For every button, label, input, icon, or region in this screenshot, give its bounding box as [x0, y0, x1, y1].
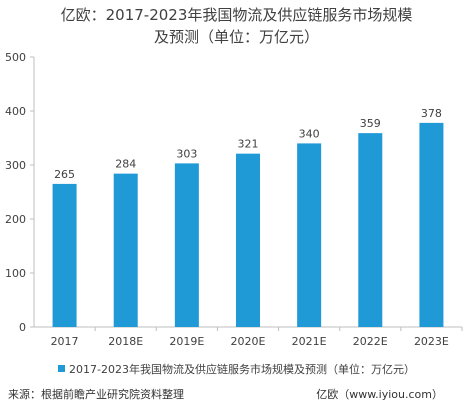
bar [236, 153, 260, 327]
footer: 来源：根据前瞻产业研究院资料整理 亿欧（www.iyiou.com） [0, 382, 473, 405]
data-label: 321 [238, 138, 259, 151]
source-note: 来源：根据前瞻产业研究院资料整理 [8, 388, 184, 401]
axes: 0 100 200 300 400 500 2017 2018E 2019E 2020E 2021E… [5, 51, 463, 348]
legend-swatch [58, 365, 66, 372]
x-tick-label: 2021E [292, 335, 327, 348]
chart-title-line2: 及预测（单位：万亿元） [153, 28, 319, 46]
chart-title-line1: 亿欧：2017-2023年我国物流及供应链服务市场规模 [60, 6, 413, 24]
x-tick-label: 2023E [414, 335, 449, 348]
site-credit: 亿欧（www.iyiou.com） [316, 388, 443, 401]
data-label: 359 [360, 117, 381, 130]
x-tick-label: 2018E [108, 335, 143, 348]
bar [297, 143, 322, 327]
y-tick-label: 100 [5, 267, 26, 280]
data-labels: 265 284 303 321 340 359 378 [54, 107, 442, 181]
legend: 2017-2023年我国物流及供应链服务市场规模及预测（单位：万亿元） [0, 361, 473, 377]
data-label: 265 [54, 168, 75, 181]
data-label: 284 [115, 158, 136, 171]
bars [52, 122, 444, 327]
x-tick-label: 2022E [353, 335, 388, 348]
x-tick-label: 2019E [169, 335, 204, 348]
data-label: 378 [421, 107, 442, 120]
chart-title: 亿欧：2017-2023年我国物流及供应链服务市场规模 及预测（单位：万亿元） [0, 4, 473, 48]
bar [113, 173, 138, 327]
x-tick-label: 2017 [51, 335, 79, 348]
data-label: 340 [299, 127, 320, 140]
x-tick-label: 2020E [231, 335, 266, 348]
bar [419, 122, 444, 327]
data-label: 303 [176, 147, 197, 160]
bar [358, 133, 383, 327]
y-tick-label: 0 [19, 321, 26, 334]
bar [174, 163, 199, 327]
y-tick-label: 300 [5, 159, 26, 172]
y-tick-label: 500 [5, 51, 26, 64]
y-tick-label: 200 [5, 213, 26, 226]
legend-label: 2017-2023年我国物流及供应链服务市场规模及预测（单位：万亿元） [69, 363, 415, 376]
y-tick-label: 400 [5, 105, 26, 118]
bar [52, 183, 77, 327]
